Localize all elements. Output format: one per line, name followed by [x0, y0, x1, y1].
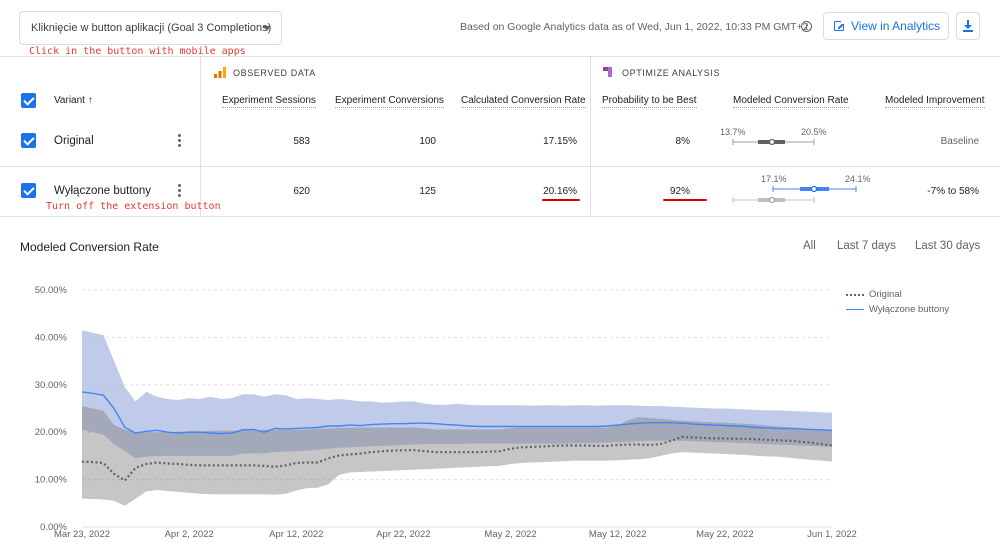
improvement-cell: -7% to 58% — [927, 186, 979, 197]
conversions-cell: 100 — [419, 136, 436, 147]
chart-title: Modeled Conversion Rate — [20, 240, 159, 254]
calc-rate-cell: 20.16% — [543, 186, 577, 197]
select-all-checkbox[interactable] — [21, 93, 36, 108]
ci-boxplot-original — [732, 138, 815, 146]
column-divider — [200, 56, 201, 216]
legend-original: Original — [846, 289, 902, 300]
row-divider — [0, 166, 1000, 167]
col-modeled-improvement[interactable]: Modeled Improvement — [885, 95, 985, 108]
info-icon[interactable]: i — [801, 21, 812, 32]
col-experiment-conversions[interactable]: Experiment Conversions — [335, 95, 444, 108]
modeled-conversion-rate-chart: 0.00% 10.00% 20.00% 30.00% 40.00% 50.00% Mar 2… — [35, 285, 857, 540]
ci-high-label: 24.1% — [845, 174, 871, 184]
col-modeled-conversion-rate[interactable]: Modeled Conversion Rate — [733, 95, 849, 108]
view-in-analytics-label: View in Analytics — [851, 19, 941, 33]
optimize-icon — [603, 67, 612, 77]
variant-annotation: Turn off the extension button — [46, 201, 221, 212]
top-toolbar: Kliknięcie w button aplikacji (Goal 3 Co… — [0, 0, 1000, 56]
calc-rate-cell: 17.15% — [543, 136, 577, 147]
x-tick-label: May 22, 2022 — [696, 529, 754, 540]
sessions-cell: 620 — [293, 186, 310, 197]
ci-boxplot-wylaczone-buttony — [732, 185, 857, 204]
legend-wylaczone-buttony: Wyłączone buttony — [846, 304, 949, 315]
variant-name: Wyłączone buttony — [54, 185, 152, 197]
col-variant[interactable]: Variant ↑ — [54, 95, 93, 106]
goal-select-value: Kliknięcie w button aplikacji (Goal 3 Co… — [31, 22, 272, 34]
y-tick-label: 30.00% — [35, 380, 68, 391]
open-external-icon — [834, 19, 846, 31]
col-calculated-conversion-rate[interactable]: Calculated Conversion Rate — [461, 95, 586, 108]
data-freshness-text: Based on Google Analytics data as of Wed… — [460, 21, 812, 33]
prob-best-cell: 92% — [669, 186, 690, 197]
col-probability-to-be-best[interactable]: Probability to be Best — [602, 95, 697, 108]
prob-best-cell: 8% — [675, 136, 690, 147]
ci-high-label: 20.5% — [801, 127, 827, 137]
goal-annotation: Click in the button with mobile apps — [29, 46, 246, 57]
x-tick-label: Mar 23, 2022 — [54, 529, 110, 540]
range-all[interactable]: All — [803, 240, 816, 252]
range-last-30-days[interactable]: Last 30 days — [915, 240, 981, 252]
download-button[interactable] — [956, 12, 980, 40]
improvement-cell: Baseline — [940, 136, 979, 147]
ci-low-label: 17.1% — [761, 174, 787, 184]
col-experiment-sessions[interactable]: Experiment Sessions — [222, 95, 316, 108]
series-line-wylaczone-buttony — [81, 391, 833, 435]
y-tick-label: 20.00% — [35, 427, 68, 438]
x-tick-label: Apr 2, 2022 — [165, 529, 214, 540]
column-divider — [590, 56, 591, 216]
analytics-icon — [214, 67, 226, 78]
more-vert-icon[interactable] — [178, 134, 182, 148]
sessions-cell: 583 — [293, 136, 310, 147]
row-checkbox-original[interactable] — [21, 133, 36, 148]
variant-name: Original — [54, 135, 94, 147]
y-tick-label: 40.00% — [35, 332, 68, 343]
y-tick-label: 50.00% — [35, 285, 68, 296]
goal-select[interactable]: Kliknięcie w button aplikacji (Goal 3 Co… — [19, 11, 282, 45]
conversions-cell: 125 — [419, 186, 436, 197]
observed-data-header: OBSERVED DATA — [214, 67, 316, 78]
table-bottom-divider — [0, 216, 1000, 217]
chevron-down-icon — [263, 26, 271, 31]
x-tick-label: Apr 12, 2022 — [269, 529, 323, 540]
y-tick-label: 0.00% — [40, 522, 67, 533]
range-last-7-days[interactable]: Last 7 days — [837, 240, 896, 252]
x-tick-label: May 2, 2022 — [484, 529, 536, 540]
view-in-analytics-button[interactable]: View in Analytics — [823, 12, 949, 40]
table-top-divider — [0, 56, 1000, 57]
red-underline-mark — [542, 199, 580, 201]
more-vert-icon[interactable] — [178, 184, 182, 198]
optimize-analysis-header: OPTIMIZE ANALYSIS — [603, 67, 720, 78]
row-checkbox-wylaczone-buttony[interactable] — [21, 183, 36, 198]
download-icon — [964, 20, 972, 29]
band-wylaczone-buttony — [82, 330, 832, 459]
x-tick-label: May 12, 2022 — [589, 529, 647, 540]
x-tick-label: Jun 1, 2022 — [807, 529, 857, 540]
ci-low-label: 13.7% — [720, 127, 746, 137]
red-underline-mark — [663, 199, 707, 201]
x-tick-label: Apr 22, 2022 — [376, 529, 430, 540]
y-tick-label: 10.00% — [35, 475, 68, 486]
